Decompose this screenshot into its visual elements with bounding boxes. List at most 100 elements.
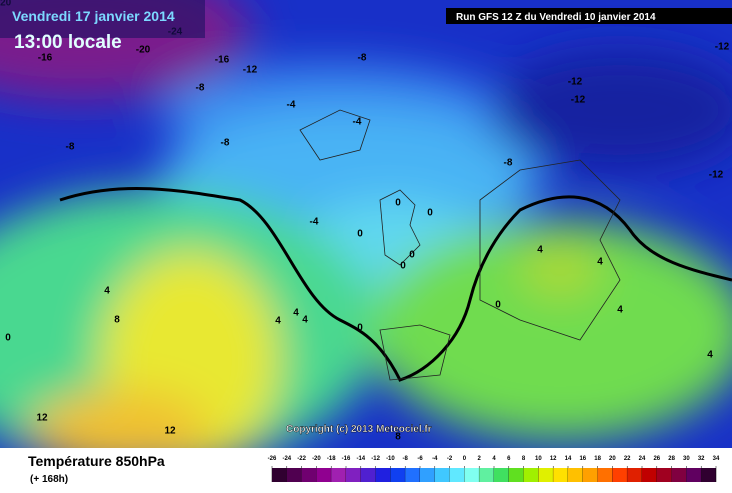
contour-label: 0 <box>409 250 415 261</box>
colorbar-swatch <box>346 468 361 482</box>
colorbar-swatch <box>390 468 406 482</box>
contour-label: 0 <box>357 323 363 334</box>
colorbar-tick-label: 30 <box>683 456 690 462</box>
contour-label: 8 <box>114 315 120 326</box>
run-info: Run GFS 12 Z du Vendredi 10 janvier 2014 <box>456 12 656 23</box>
date: Vendredi 17 janvier 2014 <box>12 8 175 24</box>
colorbar-swatch <box>597 468 613 482</box>
colorbar-swatch <box>508 468 524 482</box>
contour-label: -8 <box>196 83 205 94</box>
contour-label: 0 <box>395 198 401 209</box>
colorbar-swatch <box>701 468 716 482</box>
colorbar-tick-label: 22 <box>624 456 631 462</box>
colorbar-swatch <box>434 468 450 482</box>
colorbar-tick-label: -22 <box>297 456 306 462</box>
colorbar-swatch <box>656 468 672 482</box>
contour-label: -12 <box>715 42 730 53</box>
colorbar-swatch <box>375 468 391 482</box>
colorbar-tick-label: -26 <box>268 456 277 462</box>
colorbar-tick-label: -4 <box>432 456 438 462</box>
colorbar-tick-label: 6 <box>507 456 511 462</box>
contour-label: -12 <box>571 95 586 106</box>
contour-label: -20 <box>136 45 151 56</box>
colorbar-tick-label: 20 <box>609 456 616 462</box>
contour-label: 0 <box>5 333 11 344</box>
colorbar-swatch <box>568 468 583 482</box>
contour-label: -12 <box>709 170 724 181</box>
colorbar-tick-label: 8 <box>522 456 526 462</box>
contour-label: 12 <box>36 413 48 424</box>
colorbar-swatch <box>464 468 480 482</box>
colorbar-tick-label: -8 <box>403 456 409 462</box>
copyright: Copyright (c) 2013 Meteociel.fr <box>286 424 432 435</box>
colorbar-tick-label: 18 <box>594 456 601 462</box>
contour-label: -16 <box>215 55 230 66</box>
contour-label: 4 <box>617 305 623 316</box>
contour-label: -8 <box>66 142 75 153</box>
contour-label: 4 <box>104 286 110 297</box>
legend-subtitle: (+ 168h) <box>30 474 68 485</box>
contour-label: 4 <box>302 315 308 326</box>
colorbar-tick-label: 16 <box>579 456 586 462</box>
title-box <box>0 0 205 38</box>
colorbar-swatch <box>449 468 465 482</box>
contour-label: -4 <box>353 117 362 128</box>
colorbar-tick-label: 2 <box>478 456 482 462</box>
legend-title: Température 850hPa <box>28 453 165 469</box>
contour-label: -8 <box>358 53 367 64</box>
colorbar-tick-label: -18 <box>327 456 336 462</box>
colorbar-swatch <box>612 468 628 482</box>
contour-label: 0 <box>357 229 363 240</box>
colorbar-tick-label: 14 <box>565 456 572 462</box>
contour-label: 12 <box>164 426 176 437</box>
run-box <box>446 8 732 24</box>
colorbar-tick-label: 32 <box>698 456 705 462</box>
colorbar-swatch <box>582 468 598 482</box>
contour-label: -8 <box>504 158 513 169</box>
colorbar-tick-label: 0 <box>463 456 467 462</box>
colorbar-tick-label: -10 <box>386 456 395 462</box>
contour-label: -12 <box>243 65 258 76</box>
colorbar-swatch <box>272 468 287 482</box>
colorbar-swatch <box>360 468 376 482</box>
contour-label: 4 <box>275 316 281 327</box>
colorbar-tick-label: -20 <box>312 456 321 462</box>
colorbar-tick-label: -16 <box>342 456 351 462</box>
contour-label: -8 <box>221 138 230 149</box>
colorbar-tick-label: 34 <box>713 456 720 462</box>
time: 13:00 locale <box>14 32 122 53</box>
map-field <box>0 0 732 470</box>
colorbar-tick-label: 12 <box>550 456 557 462</box>
contour-label: 4 <box>597 257 603 268</box>
colorbar-swatch <box>331 468 346 482</box>
colorbar-swatch <box>686 468 702 482</box>
contour-label: 8 <box>395 432 401 443</box>
colorbar-tick-label: 26 <box>653 456 660 462</box>
colorbar-swatch <box>405 468 420 482</box>
colorbar-tick-label: 10 <box>535 456 542 462</box>
contour-label: 4 <box>293 308 299 319</box>
contour-label: -12 <box>568 77 583 88</box>
colorbar-tick-label: -6 <box>417 456 423 462</box>
colorbar-tick-label: -14 <box>356 456 365 462</box>
colorbar-tick-label: -2 <box>447 456 453 462</box>
colorbar-tick-label: 24 <box>639 456 646 462</box>
colorbar-swatch <box>627 468 642 482</box>
colorbar-swatch <box>301 468 317 482</box>
colorbar-tick-label: -12 <box>371 456 380 462</box>
contour-label: 4 <box>537 245 543 256</box>
colorbar: -26 -24 -22 -20 -18 -16 -14 -12 -10 -8 -6 -4 -2 0 2 4 6 8… <box>268 456 720 482</box>
colorbar-swatch <box>538 468 554 482</box>
contour-label: 0 <box>495 300 501 311</box>
colorbar-swatch <box>671 468 687 482</box>
colorbar-tick-label: -24 <box>282 456 291 462</box>
colorbar-swatch <box>523 468 539 482</box>
contour-label: 0 <box>400 261 406 272</box>
colorbar-swatch <box>494 468 509 482</box>
colorbar-swatch <box>286 468 302 482</box>
colorbar-swatch <box>479 468 494 482</box>
contour-label: 4 <box>707 350 713 361</box>
colorbar-swatch <box>316 468 332 482</box>
contour-label: -4 <box>287 100 296 111</box>
